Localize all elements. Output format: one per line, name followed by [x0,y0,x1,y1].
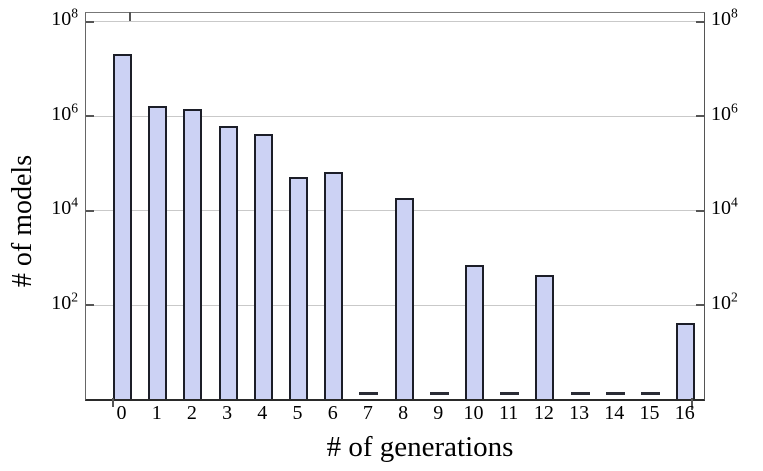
x-tick-label-11: 11 [499,402,519,424]
zero-bar-dash-15 [641,392,660,395]
bar-2 [183,108,203,399]
bar-0 [113,54,132,399]
bar-6 [324,171,344,399]
x-tick-label-2: 2 [186,402,197,424]
bottom-axis-tick [112,398,114,407]
x-tick-label-9: 9 [433,402,444,424]
x-tick-label-15: 15 [639,402,660,424]
y-axis-tick [696,115,704,117]
y-axis-tick [86,20,94,23]
y-tick-label-left: 104 [51,194,78,219]
y-tick-label-left: 108 [51,5,78,30]
x-tick-label-7: 7 [362,402,373,424]
bar-10 [465,264,484,399]
x-tick-label-0: 0 [116,402,127,424]
bar-3 [218,125,238,399]
gridline-10e8 [86,21,704,22]
zero-bar-dash-9 [429,392,449,395]
y-axis-tick [696,20,704,23]
x-tick-label-3: 3 [222,402,233,424]
zero-bar-dash-14 [605,392,625,395]
bar-16 [676,323,696,399]
y-tick-label-right: 102 [711,288,738,314]
x-axis-title: # of generations [326,431,514,463]
x-tick-label-6: 6 [327,402,338,424]
x-tick-label-10: 10 [463,402,484,424]
plot-area [85,12,705,401]
top-axis-tick [129,12,131,21]
zero-bar-dash-11 [500,392,520,395]
y-axis-tick [696,304,704,306]
bar-5 [289,176,308,399]
x-tick-label-1: 1 [151,402,162,424]
x-tick-label-16: 16 [674,402,695,424]
x-tick-label-14: 14 [604,402,625,424]
x-tick-label-12: 12 [533,402,554,424]
y-tick-label-left: 106 [51,99,78,125]
y-tick-label-left: 102 [51,288,78,314]
y-axis-tick [86,209,94,212]
x-tick-label-13: 13 [569,402,590,424]
y-tick-label-right: 104 [711,194,738,219]
bar-1 [148,105,168,399]
y-tick-label-right: 106 [711,99,738,125]
x-tick-label-8: 8 [398,402,409,424]
y-tick-label-right: 108 [711,5,738,30]
bar-12 [535,274,555,399]
y-axis-tick [696,209,704,212]
zero-bar-dash-13 [570,392,590,395]
bar-4 [253,134,273,399]
gridline-10e6 [86,115,704,117]
bottom-axis-tick [691,398,693,410]
y-axis-tick [86,304,94,306]
zero-bar-dash-7 [359,392,379,395]
y-axis-tick [86,115,94,117]
x-tick-label-4: 4 [257,402,268,424]
bar-8 [394,197,414,399]
x-tick-label-5: 5 [292,402,303,424]
